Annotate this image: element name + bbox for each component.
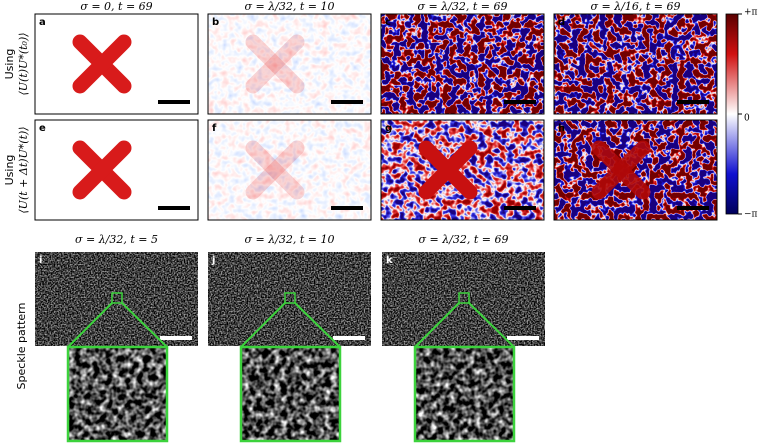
panel-letter: k [386, 255, 393, 266]
panel-border [553, 119, 718, 221]
column-title: σ = λ/16, t = 69 [590, 0, 680, 13]
cross-mark [245, 34, 305, 94]
scale-bar [158, 206, 190, 210]
speckle-title: σ = λ/32, t = 69 [418, 233, 508, 246]
zoom-line [121, 302, 168, 348]
scale-bar [331, 206, 363, 210]
speckle-title: σ = λ/32, t = 5 [75, 233, 158, 246]
scale-bar [504, 100, 536, 104]
scale-bar [160, 336, 192, 340]
phase-image [208, 120, 371, 220]
colorbar-label: 0 [744, 114, 750, 124]
panel-letter: f [212, 123, 217, 134]
speckle-image [382, 252, 545, 346]
panel-letter: b [212, 17, 219, 28]
zoom-border [413, 345, 516, 443]
panel-border [380, 13, 545, 115]
zoom-square [111, 292, 123, 304]
zoom-square [284, 292, 296, 304]
panel-border [207, 13, 372, 115]
panel-border [207, 119, 372, 221]
colorbar-label: +π [744, 8, 758, 18]
colorbar-label: −π [744, 210, 758, 220]
column-title: σ = 0, t = 69 [80, 0, 152, 13]
row-prefix: Using [3, 49, 16, 80]
column-title: σ = λ/32, t = 69 [417, 0, 507, 13]
zoom-line [414, 302, 460, 348]
panel-letter: h [558, 123, 565, 134]
phase-image [35, 14, 198, 114]
zoom-line [67, 302, 113, 348]
cross-mark [418, 140, 478, 200]
phase-image [381, 14, 544, 114]
panel-border [34, 119, 199, 221]
cross-mark [72, 140, 132, 200]
phase-image [208, 14, 371, 114]
speckle-zoom [415, 347, 514, 441]
speckle-label: Speckle pattern [15, 303, 28, 390]
panel-letter: d [558, 17, 565, 28]
zoom-line [294, 302, 341, 348]
panel-border [34, 13, 199, 115]
row-prefix: Using [3, 155, 16, 186]
row-label: ⟨U(t + Δt)U*(t)⟩ [17, 126, 30, 213]
zoom-border [239, 345, 342, 443]
zoom-border [66, 345, 169, 443]
scale-bar [677, 206, 709, 210]
cross-mark [72, 34, 132, 94]
zoom-line [240, 302, 286, 348]
scale-bar [507, 336, 539, 340]
speckle-zoom [241, 347, 340, 441]
phase-image [554, 120, 717, 220]
cross-mark [245, 140, 305, 200]
phase-image [35, 120, 198, 220]
zoom-square [458, 292, 470, 304]
panel-letter: j [211, 255, 215, 266]
phase-image [381, 120, 544, 220]
speckle-title: σ = λ/32, t = 10 [244, 233, 334, 246]
speckle-image [35, 252, 198, 346]
panel-letter: e [39, 123, 46, 134]
scale-bar [504, 206, 536, 210]
panel-letter: a [39, 17, 46, 28]
column-title: σ = λ/32, t = 10 [244, 0, 334, 13]
cross-mark [245, 140, 305, 200]
cross-mark [591, 140, 651, 200]
row-label: ⟨U(t)U*(t₀)⟩ [17, 32, 30, 95]
zoom-line [468, 302, 515, 348]
phase-image [554, 14, 717, 114]
scale-bar [677, 100, 709, 104]
speckle-zoom [68, 347, 167, 441]
speckle-image [208, 252, 371, 346]
panel-letter: c [385, 17, 391, 28]
panel-border [553, 13, 718, 115]
colorbar [725, 13, 739, 215]
cross-mark [245, 34, 305, 94]
panel-border [380, 119, 545, 221]
scale-bar [333, 336, 365, 340]
panel-letter: i [39, 255, 42, 266]
scale-bar [158, 100, 190, 104]
panel-letter: g [385, 123, 392, 134]
scale-bar [331, 100, 363, 104]
